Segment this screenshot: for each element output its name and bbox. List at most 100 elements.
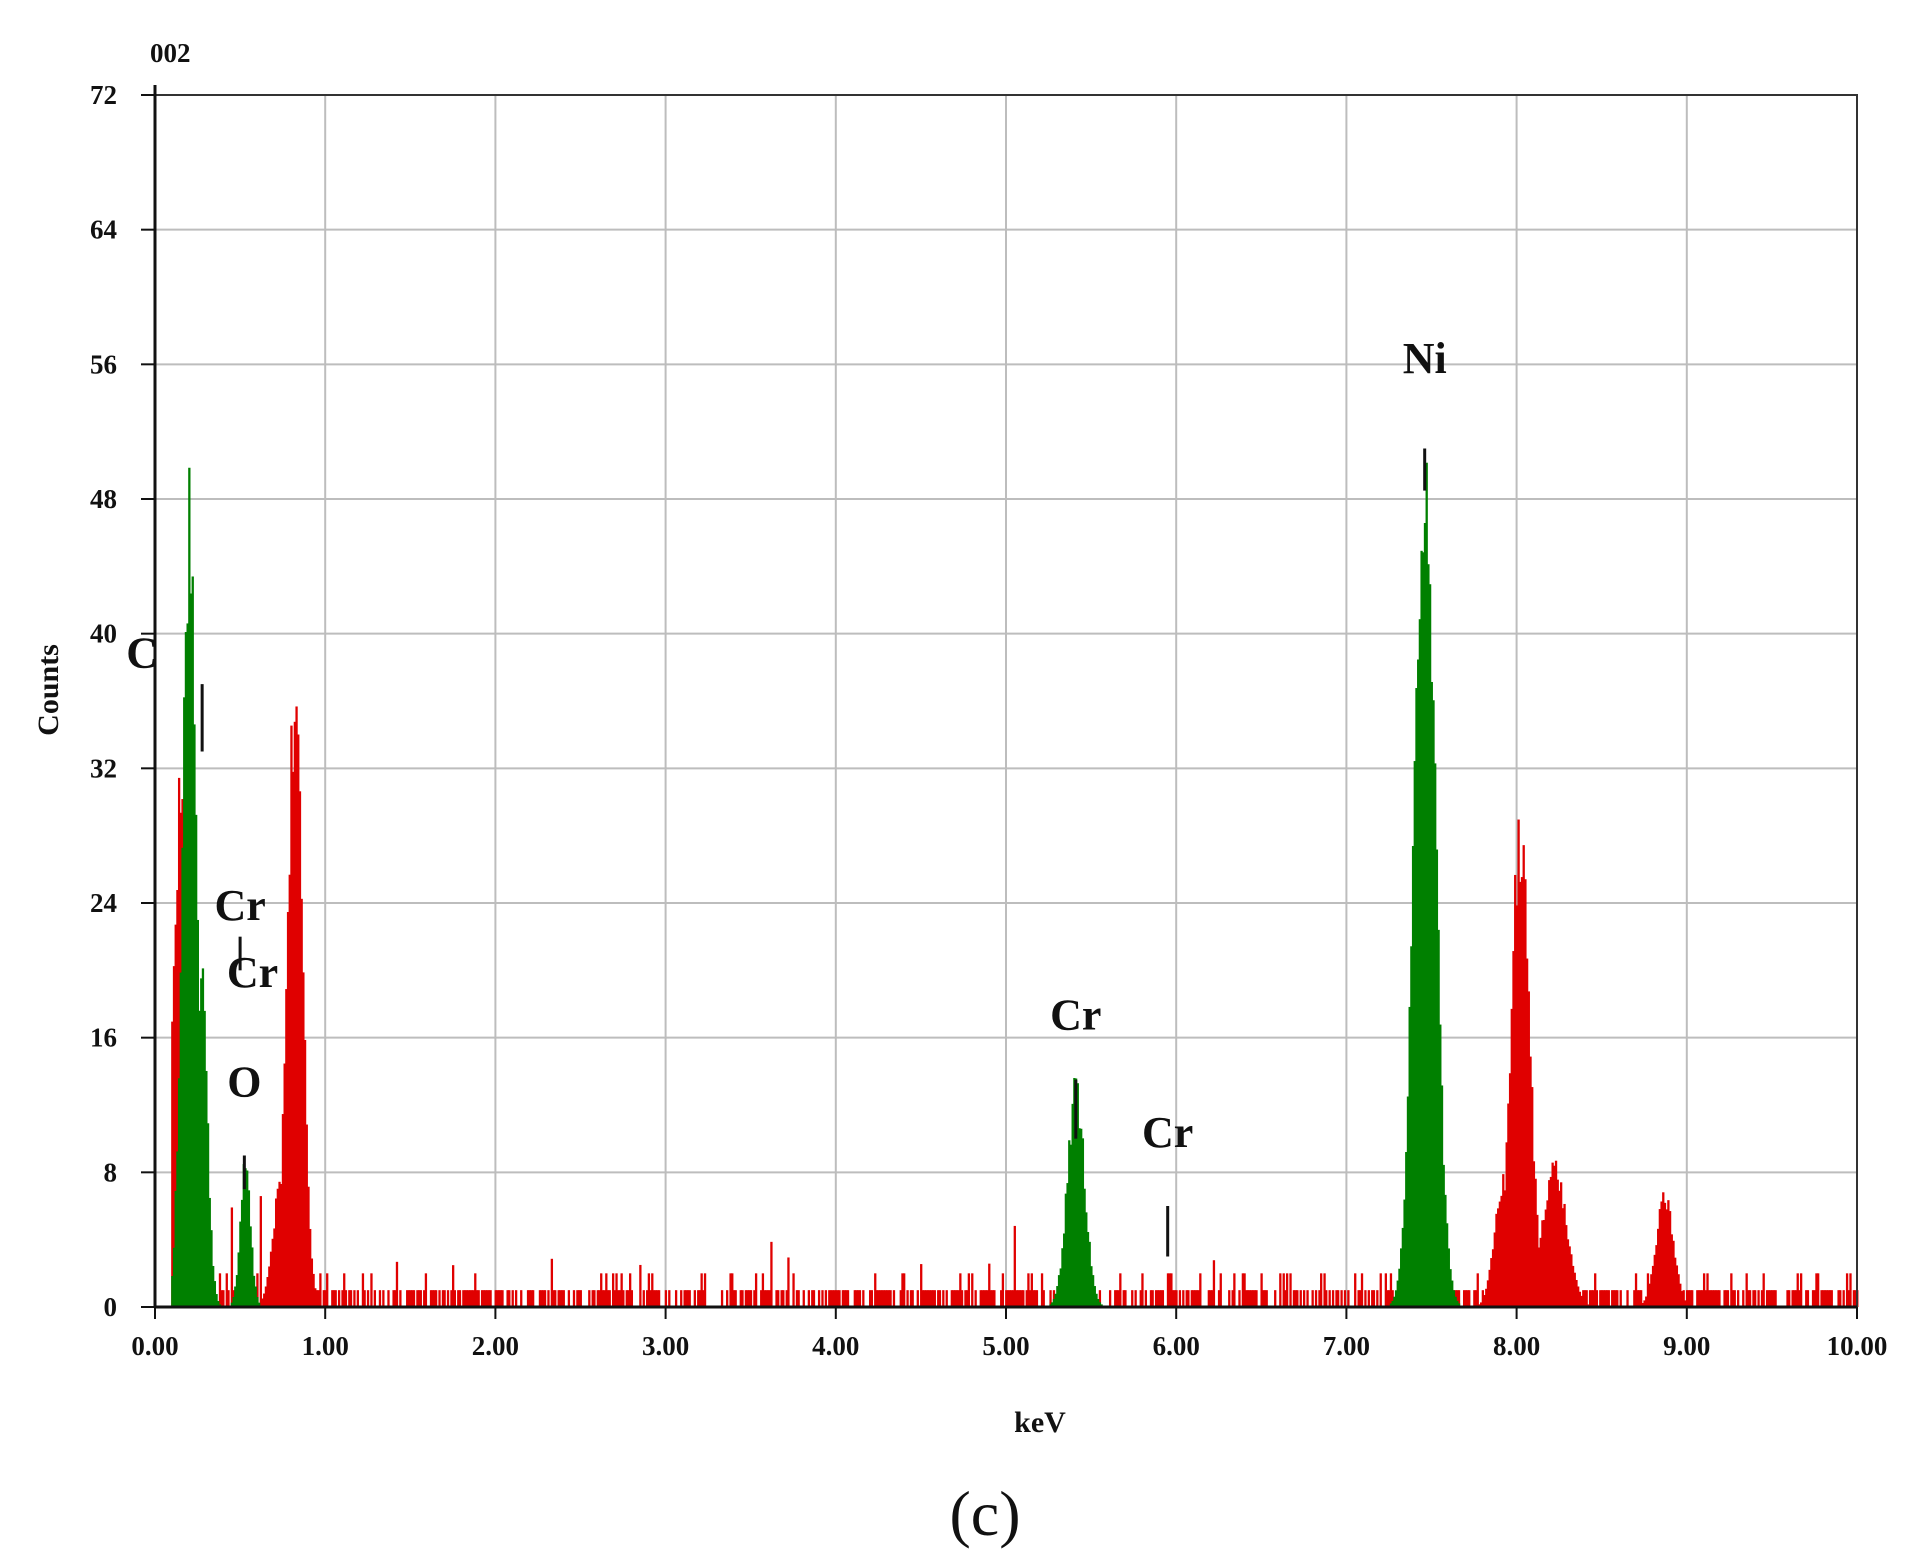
- spectrum-bar: [974, 1290, 977, 1307]
- spectrum-bar: [1394, 1290, 1398, 1307]
- spectrum-bar: [1575, 1279, 1578, 1307]
- spectrum-bar: [1571, 1265, 1575, 1307]
- spectrum-bar: [1437, 929, 1440, 1307]
- spectrum-bar: [1085, 1212, 1088, 1307]
- spectrum-bar: [1160, 1290, 1163, 1307]
- spectrum-bar: [1799, 1273, 1803, 1307]
- spectrum-bar: [198, 1010, 201, 1307]
- spectrum-bar: [906, 1290, 909, 1307]
- spectrum-bar: [1674, 1257, 1677, 1307]
- spectrum-bar: [1590, 1290, 1593, 1307]
- spectrum-bar: [189, 593, 193, 1307]
- spectrum-bar: [1185, 1290, 1188, 1307]
- spectrum-bar: [1052, 1290, 1056, 1307]
- spectrum-bar: [1495, 1213, 1498, 1307]
- spectrum-bar: [596, 1290, 599, 1307]
- spectrum-bar: [1408, 1006, 1411, 1307]
- spectrum-bar: [685, 1290, 688, 1307]
- spectrum-bar: [726, 1290, 729, 1307]
- spectrum-bar: [1168, 1273, 1171, 1307]
- spectrum-bar: [1544, 1209, 1547, 1307]
- spectrum-bar: [1388, 1290, 1391, 1307]
- spectrum-bar: [1337, 1290, 1340, 1307]
- spectrum-bar: [892, 1290, 896, 1307]
- spectrum-bar: [474, 1273, 477, 1307]
- spectrum-bar: [332, 1290, 336, 1307]
- spectrum-bar: [770, 1241, 773, 1307]
- spectrum-bar: [572, 1290, 576, 1307]
- spectrum-bar: [1197, 1290, 1200, 1307]
- spectrum-bar: [1367, 1290, 1370, 1307]
- spectrum-bar: [472, 1290, 475, 1307]
- spectrum-bar: [423, 1290, 426, 1307]
- spectrum-bar: [1069, 1144, 1073, 1307]
- spectrum-bar: [1391, 1290, 1394, 1307]
- spectrum-bar: [482, 1290, 485, 1307]
- spectrum-bar: [334, 1290, 337, 1307]
- peak-annotations: C Cr Cr O Cr Cr Ni: [126, 334, 1447, 1257]
- spectrum-bar: [1389, 1273, 1393, 1307]
- spectrum-bar: [1323, 1273, 1326, 1307]
- spectrum-bar: [1568, 1246, 1571, 1307]
- spectrum-bar: [559, 1290, 562, 1307]
- spectrum-bar: [734, 1290, 737, 1307]
- spectrum-bar: [744, 1290, 748, 1307]
- spectrum-bar: [1730, 1273, 1733, 1307]
- spectrum-bar: [382, 1290, 385, 1307]
- spectrum-bar: [530, 1290, 533, 1307]
- spectrum-bar: [887, 1290, 891, 1307]
- spectrum-bar: [1246, 1290, 1250, 1307]
- spectrum-bar: [215, 1294, 218, 1307]
- spectrum-bar: [1156, 1290, 1159, 1307]
- spectrum-bar: [394, 1290, 397, 1307]
- spectrum-bar: [1091, 1275, 1095, 1307]
- spectrum-bar: [254, 1286, 257, 1307]
- spectrum-bar: [920, 1264, 923, 1307]
- spectrum-bar: [688, 1290, 691, 1307]
- spectrum-bar: [1025, 1290, 1028, 1307]
- spectrum-bar: [1219, 1273, 1222, 1307]
- spectrum-bar: [1372, 1290, 1376, 1307]
- spectrum-bar: [1701, 1290, 1704, 1307]
- spectrum-bar: [1660, 1201, 1663, 1307]
- spectrum-bar: [1114, 1290, 1117, 1307]
- spectrum-bar: [984, 1290, 988, 1307]
- spectrum-bar: [1481, 1290, 1485, 1307]
- panel-label: (c): [949, 1478, 1020, 1549]
- spectrum-bar: [176, 1151, 179, 1307]
- spectrum-bar: [1641, 1302, 1644, 1307]
- x-tick-label: 0.00: [131, 1331, 178, 1361]
- spectrum-bar: [1502, 1174, 1505, 1307]
- spectrum-bar: [1551, 1162, 1554, 1307]
- spectrum-bar: [1428, 584, 1432, 1307]
- spectrum-bar: [489, 1290, 492, 1307]
- spectrum-bar: [1040, 1273, 1044, 1307]
- spectrum-bar: [349, 1290, 353, 1307]
- spectrum-bar: [235, 1275, 239, 1307]
- spectrum-bar: [613, 1290, 616, 1307]
- spectrum-bar: [765, 1290, 768, 1307]
- spectrum-bar: [1108, 1290, 1112, 1307]
- spectrum-bar: [1682, 1290, 1685, 1307]
- spectrum-bar: [601, 1290, 605, 1307]
- spectrum-bar: [1748, 1290, 1752, 1307]
- spectrum-bar: [1008, 1290, 1011, 1307]
- spectrum-bar: [1689, 1290, 1692, 1307]
- spectrum-bar: [343, 1273, 346, 1307]
- spectrum-bar: [1095, 1293, 1098, 1307]
- spectrum-bar: [1514, 874, 1517, 1307]
- spectrum-bar: [1166, 1273, 1170, 1307]
- spectrum-bar: [802, 1290, 805, 1307]
- spectrum-bar: [1643, 1300, 1646, 1307]
- spectrum-bar: [680, 1290, 683, 1307]
- spectrum-bar: [251, 1247, 254, 1307]
- spectrum-bar: [1852, 1290, 1856, 1307]
- spectrum-bar: [971, 1273, 974, 1307]
- spectrum-bar: [879, 1290, 882, 1307]
- spectrum-bar: [1022, 1290, 1025, 1307]
- spectrum-bar: [443, 1290, 446, 1307]
- spectrum-bar: [1411, 845, 1415, 1307]
- spectrum-bar: [1490, 1258, 1493, 1307]
- spectrum-bar: [1488, 1269, 1491, 1307]
